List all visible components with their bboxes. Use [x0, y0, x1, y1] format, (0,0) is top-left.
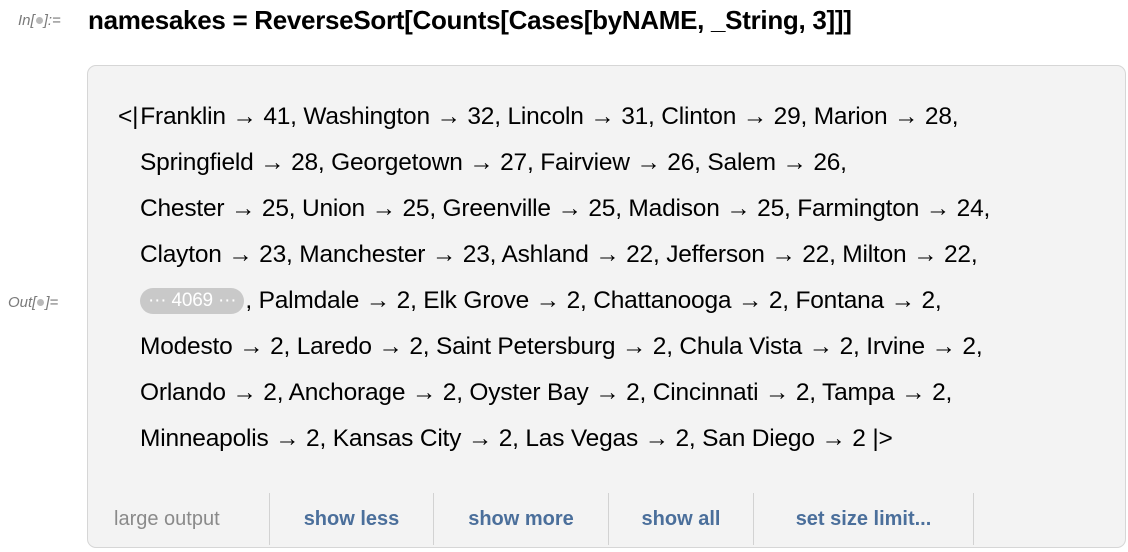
output-footer-toolbar: large output show less show more show al…	[88, 490, 1125, 548]
output-line: Modesto → 2, Laredo → 2, Saint Petersbur…	[118, 328, 990, 374]
show-all-button[interactable]: show all	[641, 507, 721, 530]
output-line: Springfield → 28, Georgetown → 27, Fairv…	[118, 144, 990, 190]
output-line-text: Franklin → 41, Washington → 32, Lincoln …	[140, 103, 959, 130]
large-output-panel: <|Franklin → 41, Washington → 32, Lincol…	[87, 65, 1126, 548]
input-cell-label: In[ ]:=	[18, 12, 61, 29]
divider	[753, 493, 754, 545]
large-output-label: large output	[114, 507, 220, 530]
output-line: ··· 4069 ···, Palmdale → 2, Elk Grove → …	[118, 282, 990, 328]
association-output: <|Franklin → 41, Washington → 32, Lincol…	[118, 98, 990, 466]
output-line: Minneapolis → 2, Kansas City → 2, Las Ve…	[118, 420, 990, 466]
association-open-bracket: <|	[118, 103, 139, 130]
output-line-text: , Palmdale → 2, Elk Grove → 2, Chattanoo…	[245, 287, 942, 314]
divider	[433, 493, 434, 545]
output-line: <|Franklin → 41, Washington → 32, Lincol…	[118, 98, 990, 144]
output-line-text: Minneapolis → 2, Kansas City → 2, Las Ve…	[140, 425, 866, 452]
output-line-text: Clayton → 23, Manchester → 23, Ashland →…	[140, 241, 978, 268]
output-line-text: Springfield → 28, Georgetown → 27, Fairv…	[140, 149, 847, 176]
divider	[608, 493, 609, 545]
output-line: Chester → 25, Union → 25, Greenville → 2…	[118, 190, 990, 236]
association-close-bracket: |>	[872, 425, 893, 452]
output-label-suffix: ]=	[45, 294, 59, 311]
output-line: Orlando → 2, Anchorage → 2, Oyster Bay →…	[118, 374, 990, 420]
output-cell-label: Out[ ]=	[8, 294, 58, 311]
show-more-button[interactable]: show more	[468, 507, 574, 530]
show-less-button[interactable]: show less	[303, 507, 400, 530]
set-size-limit-button[interactable]: set size limit...	[795, 507, 932, 530]
output-line-text: Chester → 25, Union → 25, Greenville → 2…	[140, 195, 991, 222]
input-label-prefix: In[	[18, 12, 35, 29]
input-label-suffix: ]:=	[43, 12, 61, 29]
output-line-text: Orlando → 2, Anchorage → 2, Oyster Bay →…	[140, 379, 953, 406]
elided-items-button[interactable]: ··· 4069 ···	[140, 288, 245, 314]
divider	[269, 493, 270, 545]
cell-number-dot	[37, 299, 45, 306]
divider	[973, 493, 974, 545]
output-line-text: Modesto → 2, Laredo → 2, Saint Petersbur…	[140, 333, 983, 360]
output-label-prefix: Out[	[8, 294, 37, 311]
cell-number-dot	[35, 17, 43, 24]
input-code[interactable]: namesakes = ReverseSort[Counts[Cases[byN…	[88, 5, 852, 35]
output-line: Clayton → 23, Manchester → 23, Ashland →…	[118, 236, 990, 282]
